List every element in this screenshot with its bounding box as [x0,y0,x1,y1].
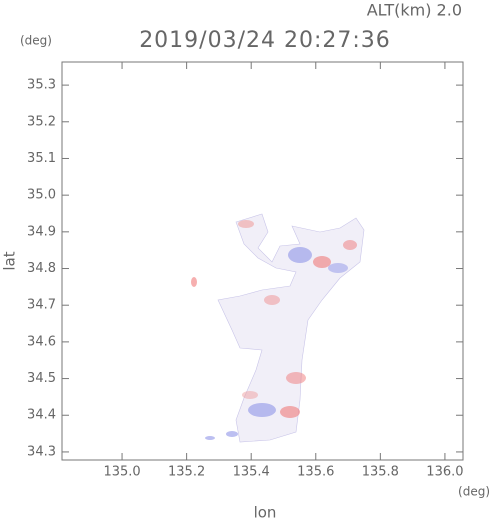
echo-field [191,213,365,443]
x-tick-label: 135.6 [297,465,334,480]
plot-frame [61,61,464,461]
x-tick-label: 135.0 [103,465,140,480]
y-tick-label: 35.3 [27,78,56,93]
y-tick-label: 34.9 [27,224,56,239]
y-tick-label: 34.4 [27,408,56,423]
x-axis-label: lon [254,504,277,521]
x-unit: (deg) [458,485,490,499]
y-tick-label: 34.8 [27,261,56,276]
y-unit: (deg) [20,34,52,48]
y-axis-label: lat [1,251,19,270]
x-tick-label: 135.8 [362,465,399,480]
y-tick-label: 34.6 [27,334,56,349]
x-tick-label: 135.4 [233,465,270,480]
y-tick-label: 34.7 [27,298,56,313]
y-tick-label: 35.0 [27,188,56,203]
y-tick-label: 34.3 [27,444,56,459]
chart-title: 2019/03/24 20:27:36 [139,28,391,53]
x-tick-label: 135.2 [168,465,205,480]
x-tick-label: 136.0 [426,465,463,480]
y-tick-label: 35.1 [27,151,56,166]
altitude-label: ALT(km) 2.0 [367,1,462,20]
y-tick-label: 34.5 [27,371,56,386]
y-tick-label: 35.2 [27,114,56,129]
